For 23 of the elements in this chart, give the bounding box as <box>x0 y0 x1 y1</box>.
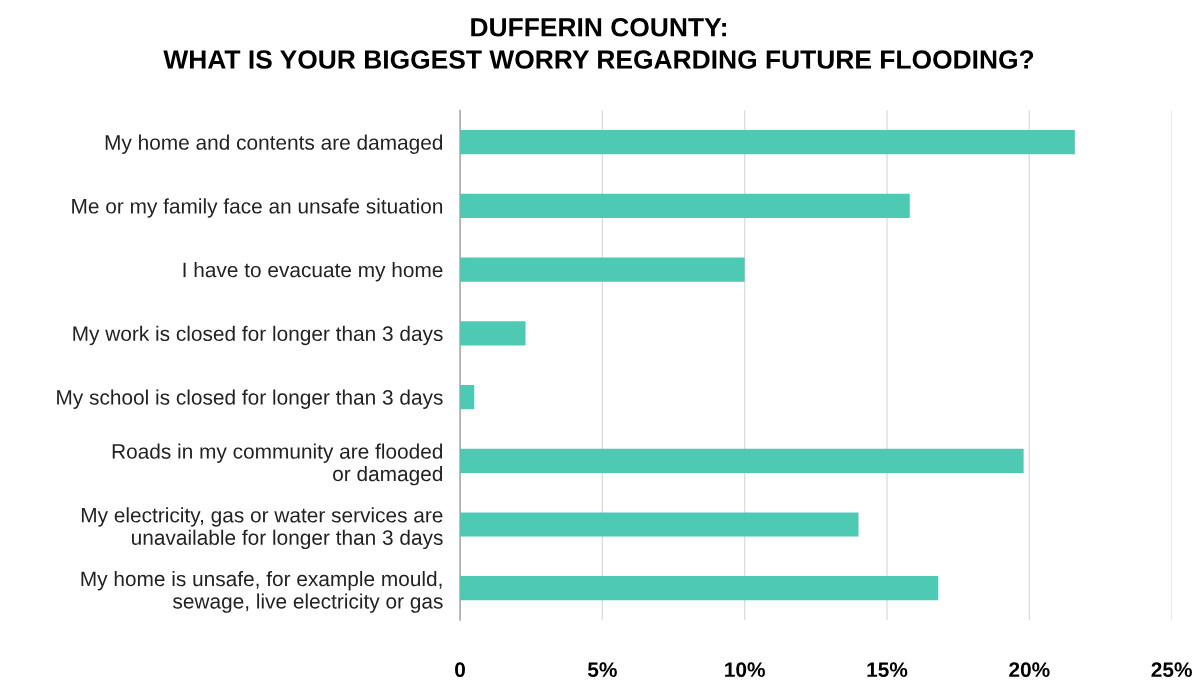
bar <box>460 193 910 218</box>
bar <box>460 576 939 601</box>
y-tick-label: My work is closed for longer than 3 days <box>73 325 443 346</box>
x-tick-label: 25% <box>1151 662 1192 678</box>
y-tick-label: My home and contents are damaged <box>105 134 443 154</box>
x-tick-label: 0 <box>455 662 465 678</box>
x-tick-label: 20% <box>1009 662 1050 678</box>
bar <box>460 448 1024 473</box>
bar <box>460 257 745 282</box>
bar <box>460 384 475 410</box>
bar <box>460 130 1075 155</box>
y-tick-label: I have to evacuate my home <box>183 262 443 282</box>
y-tick-label: My school is closed for longer than 3 days <box>57 389 443 409</box>
x-tick-label: 10% <box>725 662 765 678</box>
y-tick-label: Me or my family face an unsafe situation <box>72 198 443 218</box>
x-tick-label: 15% <box>867 662 908 678</box>
bar <box>460 321 526 346</box>
y-tick-label: My electricity, gas or water services are unavailable for longer than 3 days <box>81 507 443 550</box>
y-tick-label: My home is unsafe, for example mould, sewage, live electricity or gas <box>81 570 443 613</box>
bar <box>460 512 859 537</box>
chart-title: DUFFERIN COUNTY: WHAT IS YOUR BIGGEST WORRY REGARDING FUTURE FLOODING? <box>163 17 1034 69</box>
y-tick-label: Roads in my community are flooded or damaged <box>112 443 443 486</box>
x-tick-label: 5% <box>587 662 617 678</box>
